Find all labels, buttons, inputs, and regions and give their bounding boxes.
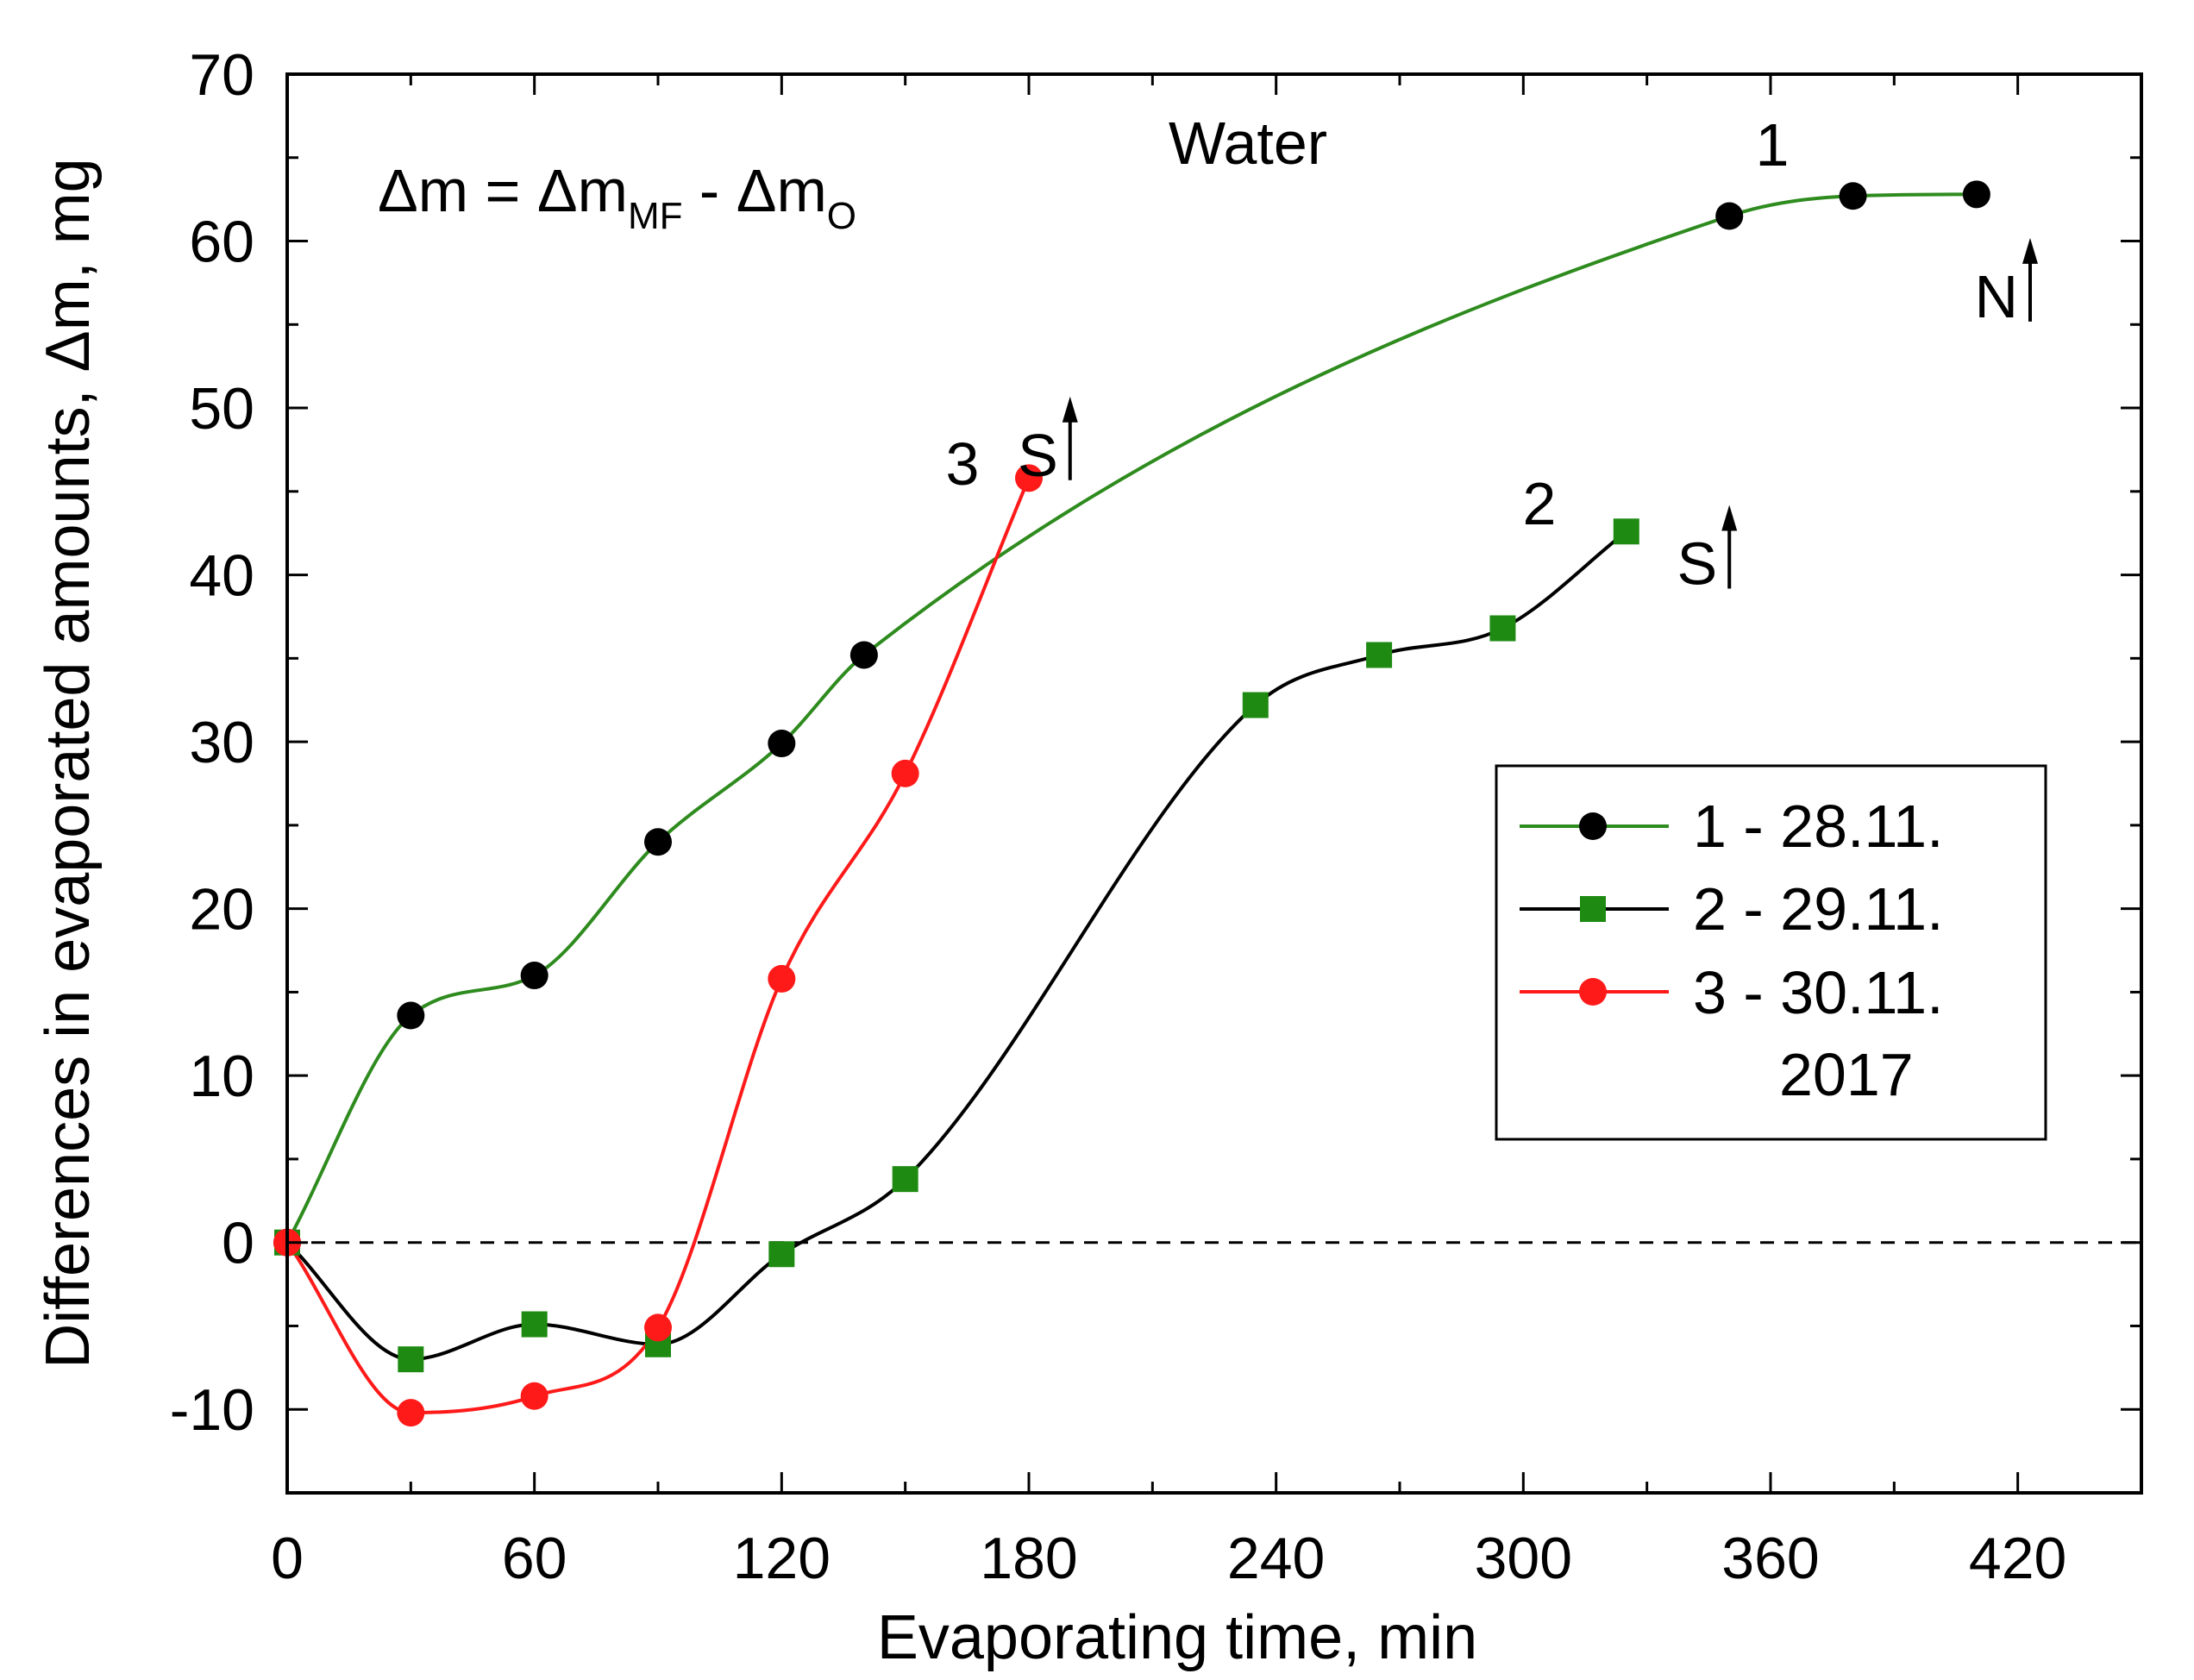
y-tick-label: 50 xyxy=(189,376,254,442)
y-axis-title: Differences in evaporated amounts, Δm, m… xyxy=(34,158,103,1368)
x-tick-label: 360 xyxy=(1721,1526,1819,1591)
x-tick-label: 300 xyxy=(1475,1526,1572,1591)
formula-m-2: m xyxy=(578,157,628,224)
formula-sub-mf: MF xyxy=(628,195,683,237)
series-1-point xyxy=(768,730,796,758)
axis-ticks xyxy=(285,72,2143,1495)
legend-label-3: 3 - 30.11. xyxy=(1693,959,1944,1026)
x-tick-label: 240 xyxy=(1227,1526,1325,1591)
chart-title-water: Water xyxy=(1169,110,1327,177)
legend: 1 - 28.11. 2 - 29.11. 3 - 30.11. 2017 xyxy=(1495,764,2047,1141)
series-1-point xyxy=(1715,202,1744,230)
y-tick-label: 60 xyxy=(189,210,254,275)
series-1-point xyxy=(520,962,548,990)
legend-marker-1 xyxy=(1579,812,1607,840)
series-2-point xyxy=(892,1166,918,1193)
series-2-point xyxy=(768,1241,795,1268)
series-number-2: 2 xyxy=(1523,470,1557,537)
arrow-label-n: N xyxy=(1974,263,2018,330)
y-tick-label: -10 xyxy=(170,1377,254,1443)
x-axis-title: Evaporating time, min xyxy=(877,1603,1477,1672)
series-1-point xyxy=(1839,182,1867,210)
arrow-annotations: S S N xyxy=(1018,237,2038,598)
arrow-head xyxy=(2022,237,2038,264)
series-2-point xyxy=(1613,518,1639,545)
y-tick-label: 10 xyxy=(189,1044,254,1109)
arrow-label-s: S xyxy=(1677,530,1718,598)
arrow-head xyxy=(1721,505,1738,531)
series-3-point xyxy=(644,1313,672,1342)
plot-frame xyxy=(285,72,2143,1495)
arrow-head xyxy=(1062,396,1078,423)
y-tick-label: 30 xyxy=(189,710,254,775)
series-3-point xyxy=(1015,464,1043,492)
legend-label-2: 2 - 29.11. xyxy=(1693,875,1944,943)
y-tick-labels: -10 0 10 20 30 40 50 60 70 xyxy=(170,42,254,1443)
series-1-point xyxy=(849,641,878,669)
series-2-point xyxy=(1366,642,1393,668)
x-tick-label: 420 xyxy=(1969,1526,2066,1591)
formula-sub-o: O xyxy=(827,195,856,237)
series-number-3: 3 xyxy=(946,430,980,498)
series-2-point xyxy=(398,1346,424,1373)
legend-samples xyxy=(1520,812,1669,1006)
formula-m-1: m = xyxy=(418,157,537,224)
series-3-point xyxy=(520,1382,548,1410)
y-tick-label: 20 xyxy=(189,877,254,943)
x-tick-label: 0 xyxy=(271,1526,304,1591)
formula-m-3: m xyxy=(776,157,826,224)
formula-minus: - xyxy=(682,157,736,224)
legend-marker-2 xyxy=(1580,896,1606,922)
formula-delta-3: Δ xyxy=(737,157,777,224)
x-tick-label: 60 xyxy=(502,1526,567,1591)
series-3-point xyxy=(768,964,796,993)
formula-delta-2: Δ xyxy=(537,157,578,224)
y-tick-label: 70 xyxy=(189,42,254,108)
series-1-point xyxy=(644,828,672,856)
series-number-1: 1 xyxy=(1756,111,1790,179)
series-line-1 xyxy=(285,192,1978,1244)
legend-year: 2017 xyxy=(1779,1041,1914,1108)
y-tick-label: 0 xyxy=(222,1211,254,1276)
x-tick-label: 180 xyxy=(980,1526,1077,1591)
formula-delta-1: Δ xyxy=(378,157,418,224)
x-tick-labels: 0 60 120 180 240 300 360 420 xyxy=(271,1526,2066,1591)
series-1-point xyxy=(397,1001,425,1030)
series-2-point xyxy=(521,1311,548,1338)
legend-label-1: 1 - 28.11. xyxy=(1693,793,1944,860)
series-number-labels: 1 2 3 xyxy=(946,111,1790,537)
y-tick-label: 40 xyxy=(189,543,254,609)
series-3-point xyxy=(891,759,919,787)
arrow-label-s: S xyxy=(1018,422,1058,489)
series-2-point xyxy=(1242,692,1269,718)
series-1-point xyxy=(1962,180,1990,209)
series-2-point xyxy=(1489,615,1516,642)
series-3-point xyxy=(397,1399,425,1427)
x-tick-label: 120 xyxy=(733,1526,831,1591)
legend-marker-3 xyxy=(1579,978,1607,1006)
delta-formula: Δm = ΔmMF - ΔmO xyxy=(378,157,856,237)
